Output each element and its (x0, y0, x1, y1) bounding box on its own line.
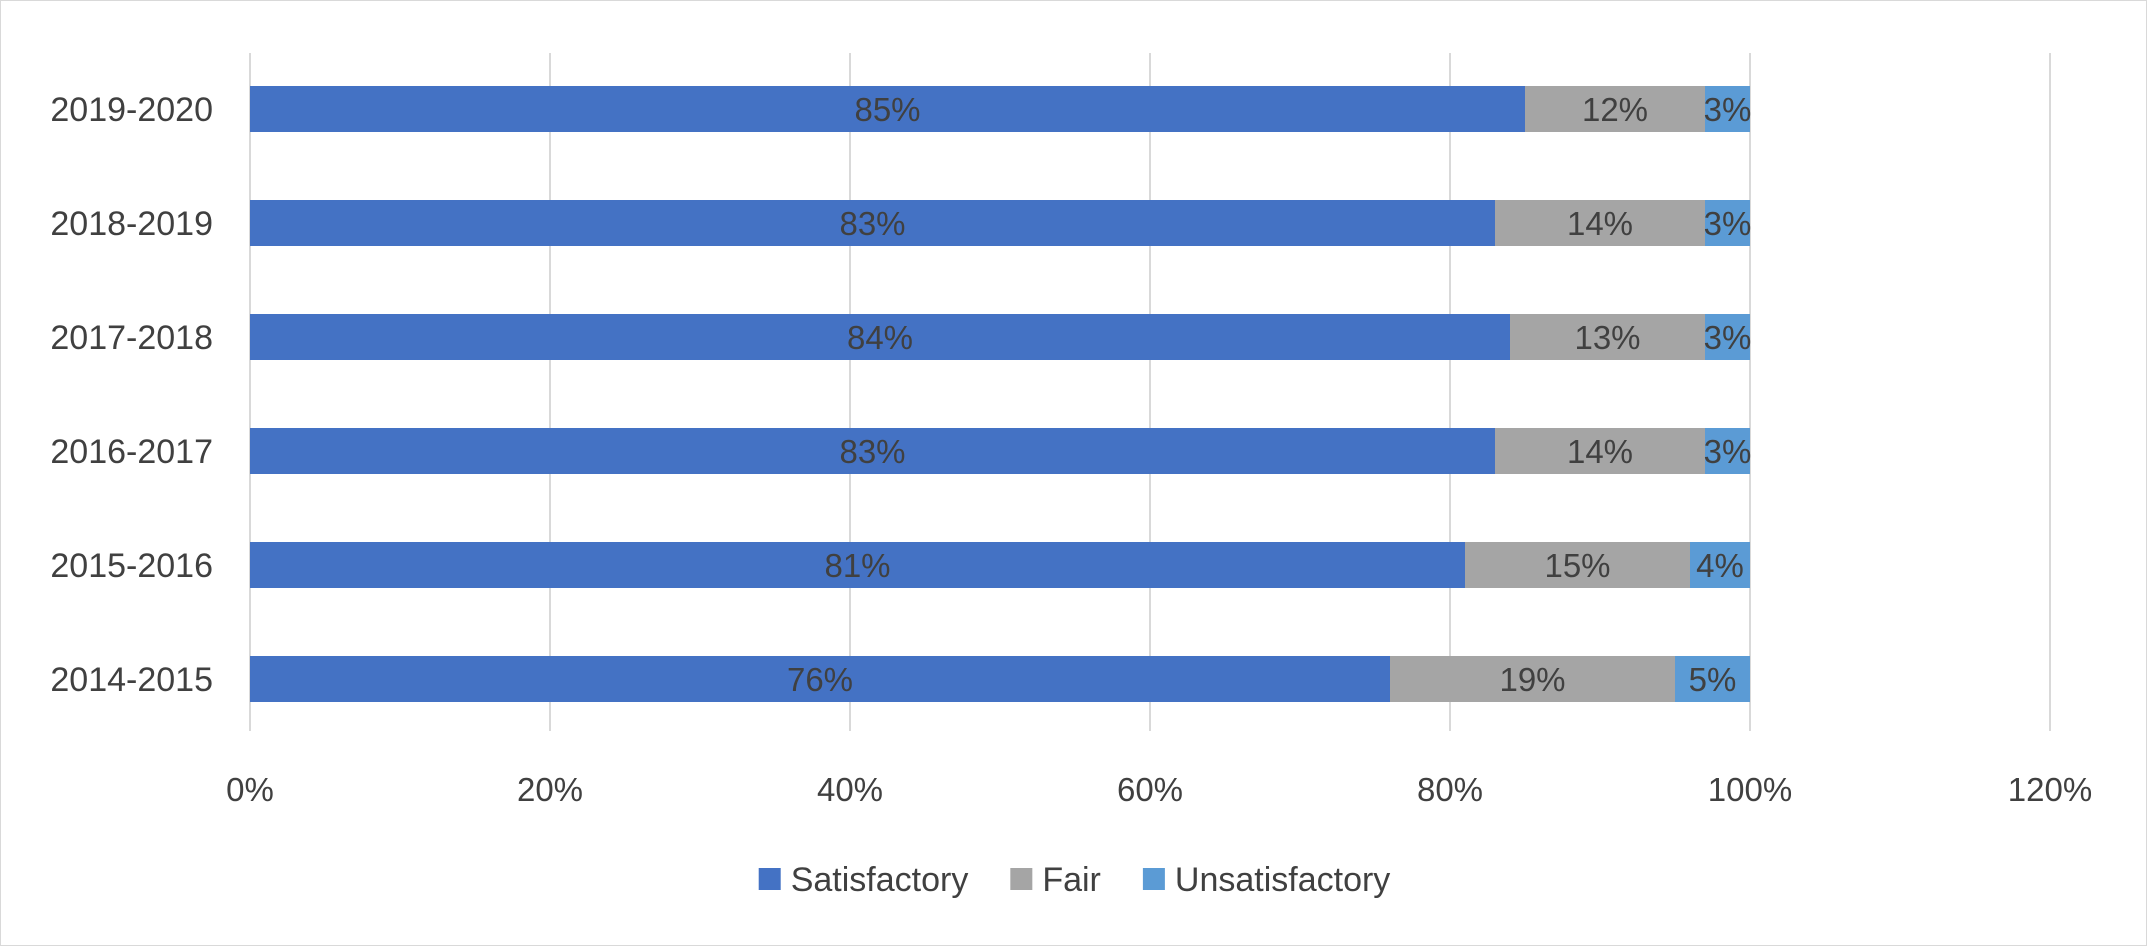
bar-segment-fair (1510, 314, 1705, 360)
legend: Satisfactory Fair Unsatisfactory (758, 861, 1390, 899)
data-label: 83% (839, 433, 905, 470)
bar-segment-unsatisfactory (1675, 656, 1750, 702)
x-tick-label: 120% (2008, 771, 2092, 808)
data-label: 19% (1499, 661, 1565, 698)
data-labels: 85% 12% 3% 83% 14% 3% 84% 13% 3% 83% 14% 3% 81% 15% 4%… (787, 91, 1751, 698)
bar-segment-fair (1465, 542, 1690, 588)
data-label: 4% (1696, 547, 1744, 584)
x-tick-label: 40% (817, 771, 883, 808)
bar-segment-satisfactory (250, 200, 1495, 246)
data-label: 5% (1689, 661, 1737, 698)
value-axis-tick-labels: 0% 20% 40% 60% 80% 100% 120% (226, 771, 2092, 808)
legend-item-satisfactory: Satisfactory (758, 861, 969, 899)
x-tick-label: 20% (517, 771, 583, 808)
data-label: 13% (1574, 319, 1640, 356)
legend-label: Fair (1042, 861, 1101, 899)
category-label: 2014-2015 (50, 661, 213, 699)
x-tick-label: 80% (1417, 771, 1483, 808)
legend-swatch (1010, 868, 1033, 890)
data-label: 15% (1544, 547, 1610, 584)
bar-segment-fair (1525, 86, 1705, 132)
category-label: 2016-2017 (50, 433, 213, 471)
data-label: 3% (1704, 91, 1752, 128)
category-label: 2018-2019 (50, 205, 213, 243)
bar-segment-fair (1390, 656, 1675, 702)
data-label: 3% (1704, 319, 1752, 356)
legend-item-unsatisfactory: Unsatisfactory (1142, 861, 1390, 899)
x-tick-label: 60% (1117, 771, 1183, 808)
legend-label: Satisfactory (791, 861, 969, 899)
category-label: 2019-2020 (50, 91, 213, 129)
bar-segment-unsatisfactory (1690, 542, 1750, 588)
x-tick-label: 0% (226, 771, 274, 808)
data-label: 76% (787, 661, 853, 698)
x-tick-label: 100% (1708, 771, 1792, 808)
bar-segment-satisfactory (250, 428, 1495, 474)
bar-segment-fair (1495, 428, 1705, 474)
legend-label: Unsatisfactory (1175, 861, 1390, 899)
data-label: 85% (854, 91, 920, 128)
category-label: 2015-2016 (50, 547, 213, 585)
bars (250, 86, 1750, 702)
bar-segment-unsatisfactory (1705, 314, 1750, 360)
data-label: 14% (1567, 205, 1633, 242)
bar-segment-satisfactory (250, 656, 1390, 702)
legend-swatch (1142, 868, 1165, 890)
bar-segment-satisfactory (250, 542, 1465, 588)
legend-item-fair: Fair (1010, 861, 1101, 899)
bar-segment-unsatisfactory (1705, 428, 1750, 474)
data-label: 14% (1567, 433, 1633, 470)
category-label: 2017-2018 (50, 319, 213, 357)
data-label: 3% (1704, 205, 1752, 242)
data-label: 81% (824, 547, 890, 584)
gridlines (249, 53, 2051, 731)
legend-swatch (758, 868, 781, 890)
bar-segment-satisfactory (250, 86, 1525, 132)
data-label: 84% (847, 319, 913, 356)
bar-segment-unsatisfactory (1705, 200, 1750, 246)
data-label: 3% (1704, 433, 1752, 470)
data-label: 83% (839, 205, 905, 242)
category-axis-labels: 2019-2020 2018-2019 2017-2018 2016-2017 2015… (50, 91, 213, 699)
bar-segment-unsatisfactory (1705, 86, 1750, 132)
data-label: 12% (1582, 91, 1648, 128)
bar-segment-fair (1495, 200, 1705, 246)
bar-segment-satisfactory (250, 314, 1510, 360)
